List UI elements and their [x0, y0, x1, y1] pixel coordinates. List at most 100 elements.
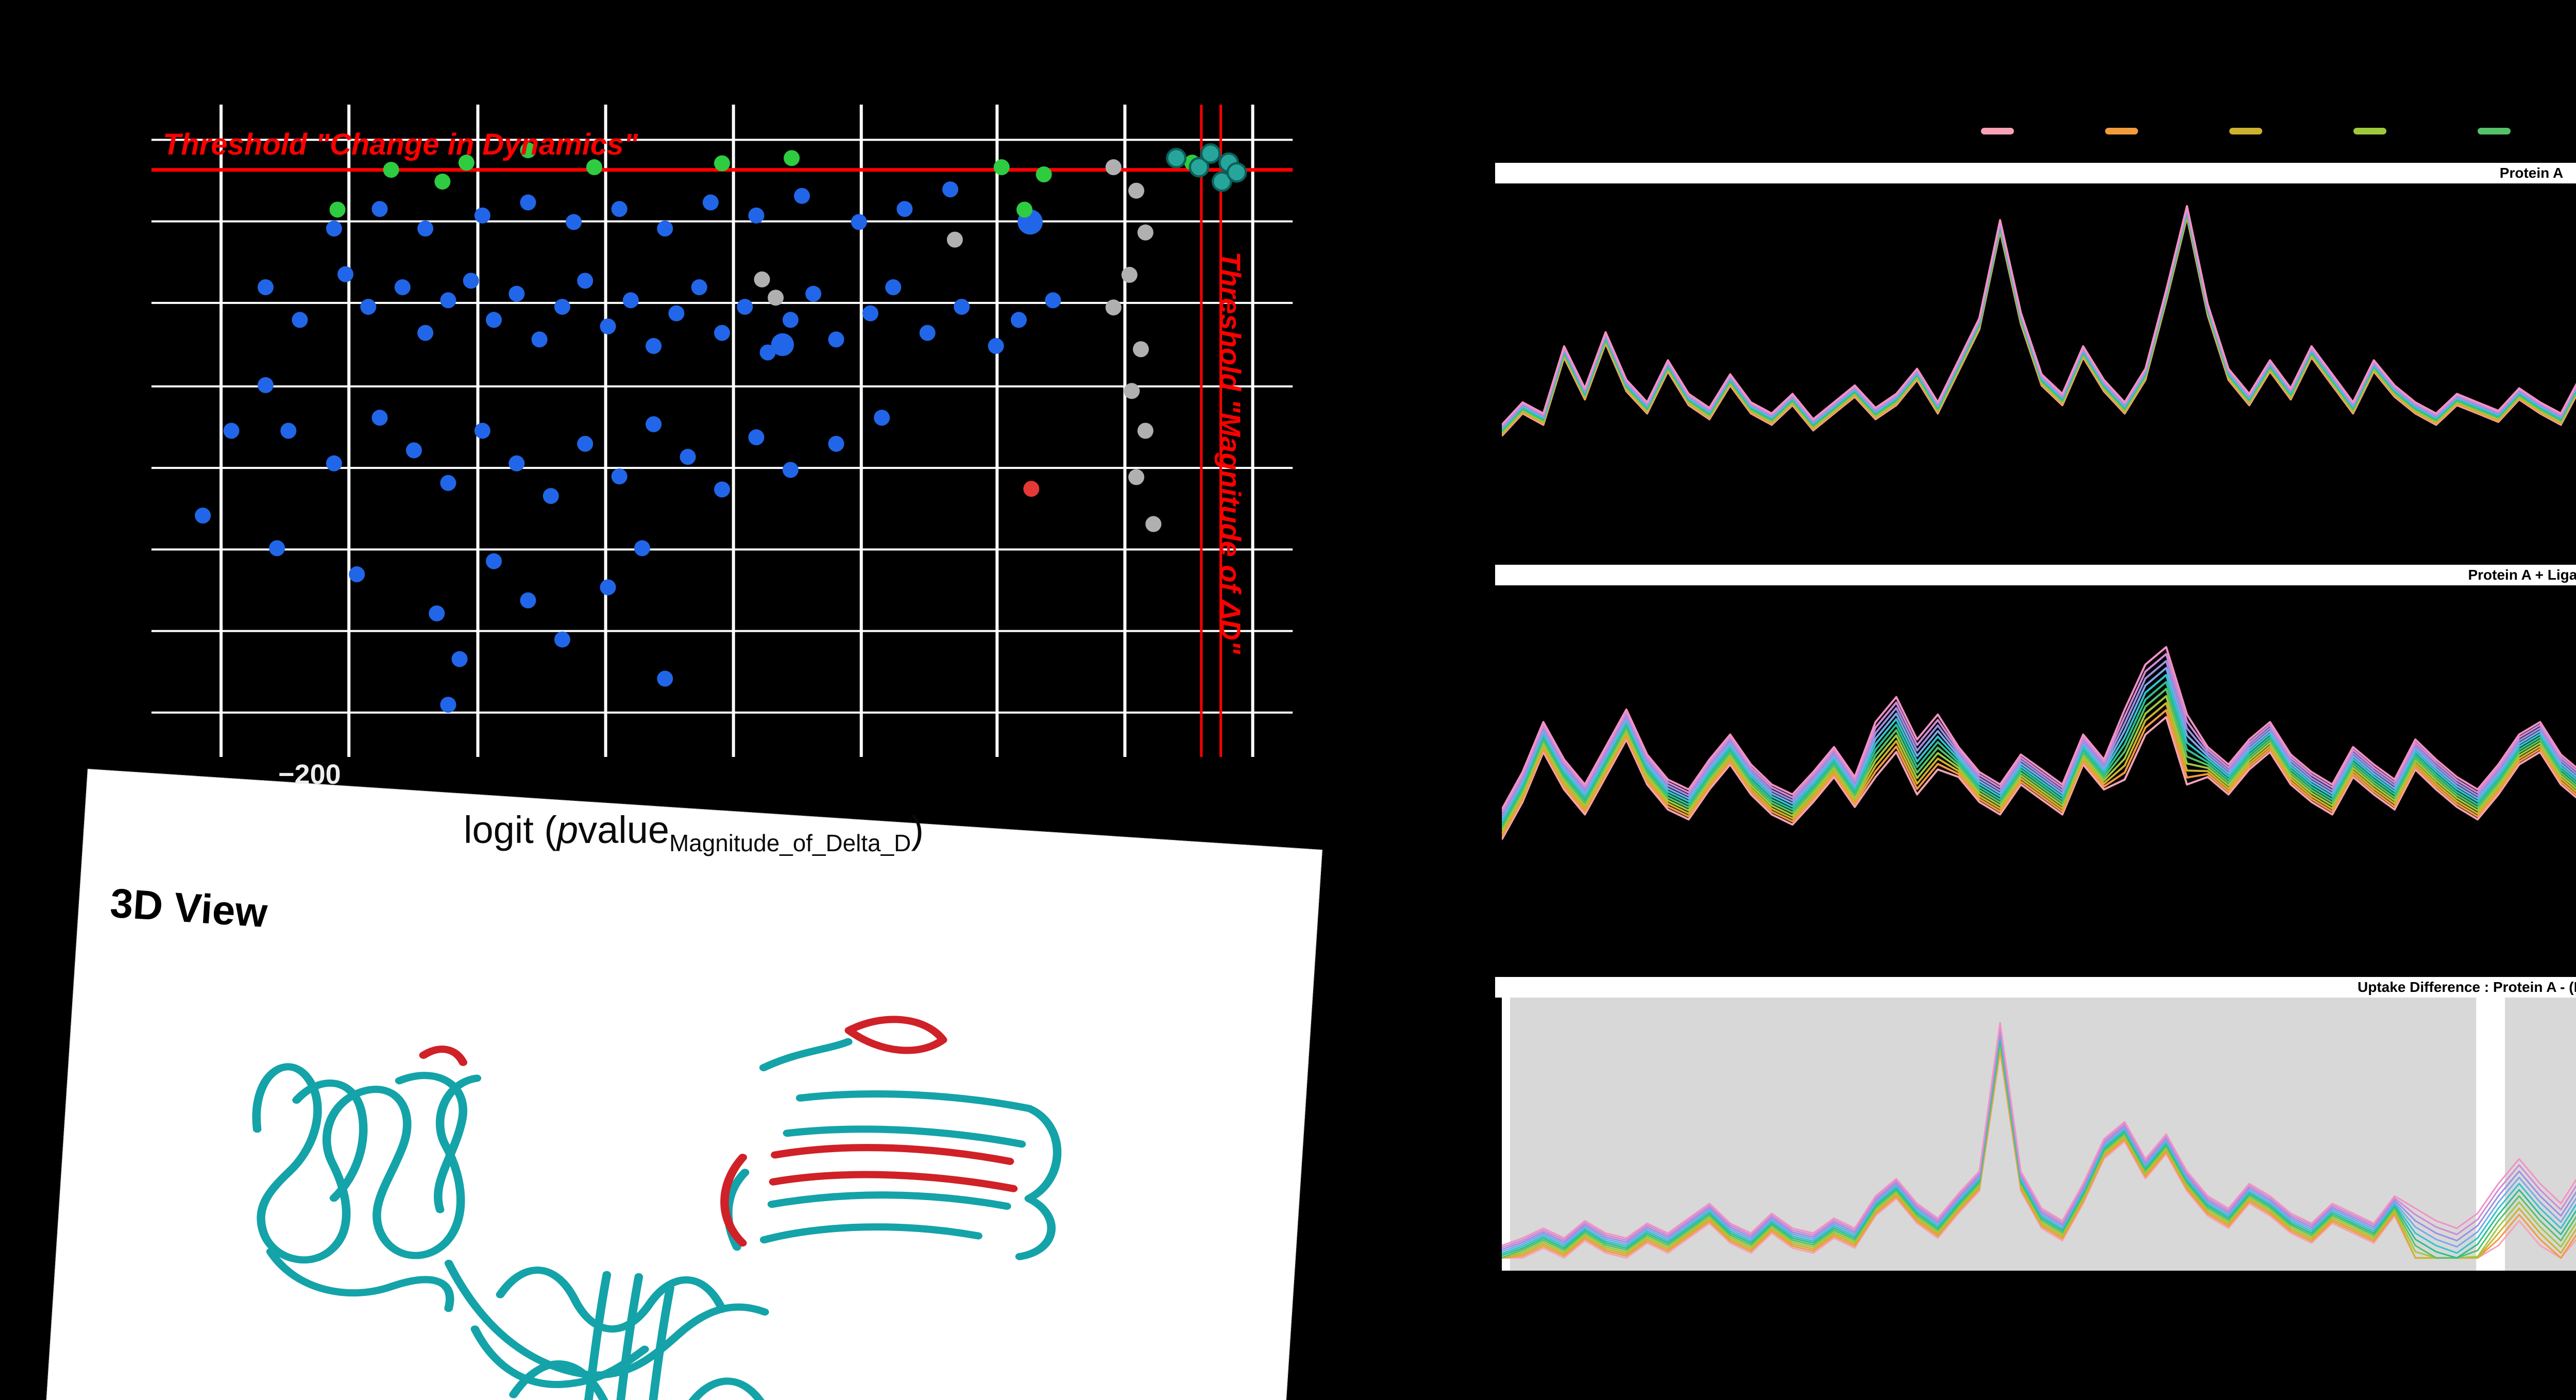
volcano-point-blue[interactable] — [349, 566, 365, 583]
uptake-line-series-1[interactable] — [1502, 1052, 2576, 1258]
uptake-line-series-10[interactable] — [1502, 621, 2576, 813]
volcano-point-gray[interactable] — [1128, 469, 1145, 485]
uptake-line-series-7[interactable] — [1502, 211, 2576, 481]
volcano-point-blue[interactable] — [611, 468, 628, 485]
volcano-point-blue[interactable] — [657, 221, 673, 237]
legend-item-2[interactable] — [2105, 128, 2138, 134]
volcano-point-blue[interactable] — [223, 423, 240, 439]
volcano-point-blue[interactable] — [440, 697, 456, 713]
uptake-line-series-6[interactable] — [1502, 212, 2576, 486]
uptake-line-series-10[interactable] — [1502, 1025, 2576, 1247]
volcano-point-blue[interactable] — [737, 298, 753, 315]
volcano-point-blue[interactable] — [474, 207, 490, 224]
uptake-line-series-2[interactable] — [1502, 216, 2576, 486]
uptake-difference-chart[interactable] — [1502, 998, 2576, 1271]
uptake-line-series-11[interactable] — [1502, 206, 2576, 425]
volcano-point-teal[interactable] — [1200, 143, 1221, 164]
volcano-point-blue[interactable] — [828, 435, 844, 452]
volcano-point-blue[interactable] — [440, 292, 456, 309]
uptake-chart-protein-a[interactable] — [1502, 192, 2576, 501]
volcano-point-blue[interactable] — [520, 592, 536, 609]
volcano-point-blue[interactable] — [451, 651, 468, 667]
uptake-line-series-6[interactable] — [1502, 1038, 2576, 1258]
volcano-point-blue[interactable] — [485, 312, 502, 328]
volcano-point-blue[interactable] — [794, 188, 810, 204]
volcano-point-gray[interactable] — [1137, 423, 1154, 439]
volcano-point-blue[interactable] — [566, 214, 582, 230]
volcano-point-blue[interactable] — [862, 305, 878, 322]
volcano-point-blue[interactable] — [668, 305, 685, 322]
volcano-point-blue[interactable] — [714, 481, 731, 498]
volcano-point-blue[interactable] — [520, 194, 536, 211]
volcano-point-blue[interactable] — [691, 279, 707, 295]
volcano-point-blue[interactable] — [195, 508, 211, 524]
volcano-point-blue[interactable] — [417, 221, 434, 237]
uptake-line-series-3[interactable] — [1502, 215, 2576, 486]
volcano-point-blue[interactable] — [657, 670, 673, 687]
volcano-point-gray[interactable] — [1145, 516, 1162, 532]
volcano-point-blue[interactable] — [326, 221, 342, 237]
uptake-line-series-3[interactable] — [1502, 1047, 2576, 1258]
volcano-point-blue[interactable] — [646, 338, 662, 354]
uptake-line-series-11[interactable] — [1502, 610, 2576, 809]
volcano-point-green[interactable] — [383, 162, 399, 178]
volcano-point-blue[interactable] — [919, 325, 936, 341]
uptake-line-series-7[interactable] — [1502, 654, 2576, 821]
volcano-point-blue[interactable] — [257, 377, 274, 393]
volcano-point-blue[interactable] — [646, 416, 662, 432]
volcano-point-blue[interactable] — [748, 207, 765, 224]
volcano-point-blue[interactable] — [771, 333, 794, 357]
volcano-point-blue[interactable] — [1010, 312, 1027, 328]
3d-view-card[interactable]: 3D View — [44, 769, 1323, 1400]
volcano-point-teal[interactable] — [1211, 171, 1232, 192]
volcano-point-blue[interactable] — [874, 410, 890, 426]
uptake-chart-protein-a-ligand[interactable] — [1502, 597, 2576, 872]
volcano-point-blue[interactable] — [600, 318, 616, 334]
volcano-point-green[interactable] — [993, 159, 1010, 176]
volcano-point-blue[interactable] — [748, 429, 765, 446]
volcano-point-blue[interactable] — [257, 279, 274, 295]
volcano-point-blue[interactable] — [554, 298, 570, 315]
uptake-line-series-6[interactable] — [1502, 666, 2576, 824]
volcano-point-blue[interactable] — [292, 312, 308, 328]
volcano-point-gray[interactable] — [1105, 299, 1122, 316]
uptake-line-series-1[interactable] — [1502, 715, 2576, 840]
volcano-point-blue[interactable] — [600, 579, 616, 596]
volcano-point-green[interactable] — [714, 155, 731, 172]
volcano-point-blue[interactable] — [577, 273, 594, 289]
volcano-point-blue[interactable] — [1045, 292, 1061, 309]
volcano-point-blue[interactable] — [417, 325, 434, 341]
volcano-point-green[interactable] — [520, 142, 536, 159]
uptake-line-series-5[interactable] — [1502, 213, 2576, 486]
uptake-line-series-5[interactable] — [1502, 677, 2576, 828]
uptake-line-series-11[interactable] — [1502, 1023, 2576, 1245]
volcano-point-blue[interactable] — [360, 298, 377, 315]
uptake-line-series-4[interactable] — [1502, 1043, 2576, 1258]
volcano-point-blue[interactable] — [577, 435, 594, 452]
volcano-point-blue[interactable] — [509, 455, 525, 471]
volcano-point-blue[interactable] — [954, 298, 970, 315]
volcano-point-green[interactable] — [784, 150, 800, 166]
uptake-line-series-9[interactable] — [1502, 1028, 2576, 1250]
volcano-point-gray[interactable] — [1105, 159, 1122, 176]
volcano-point-green[interactable] — [434, 173, 451, 190]
uptake-line-series-2[interactable] — [1502, 1050, 2576, 1258]
volcano-point-blue[interactable] — [885, 279, 902, 295]
volcano-point-teal[interactable] — [1166, 147, 1187, 168]
volcano-point-gray[interactable] — [1132, 341, 1149, 358]
volcano-point-gray[interactable] — [1137, 224, 1154, 241]
volcano-point-blue[interactable] — [634, 540, 650, 556]
volcano-point-blue[interactable] — [269, 540, 285, 556]
uptake-line-series-4[interactable] — [1502, 688, 2576, 831]
volcano-point-blue[interactable] — [326, 455, 342, 471]
volcano-point-blue[interactable] — [988, 338, 1004, 354]
volcano-point-blue[interactable] — [405, 442, 422, 459]
volcano-point-red[interactable] — [1023, 481, 1040, 497]
volcano-point-gray[interactable] — [1124, 383, 1140, 399]
legend-item-5[interactable] — [2478, 128, 2511, 134]
volcano-point-blue[interactable] — [782, 462, 799, 478]
volcano-point-blue[interactable] — [805, 285, 822, 302]
uptake-line-series-8[interactable] — [1502, 1032, 2576, 1252]
legend-item-1[interactable] — [1981, 128, 2014, 134]
volcano-point-blue[interactable] — [371, 410, 388, 426]
